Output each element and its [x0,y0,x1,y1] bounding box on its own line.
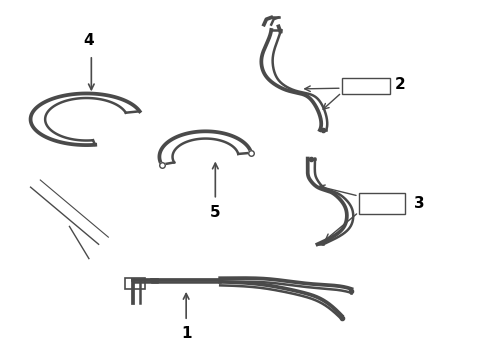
Text: 3: 3 [413,196,424,211]
Text: 1: 1 [181,326,191,341]
Bar [341,78,389,94]
Bar [358,193,404,214]
Text: 5: 5 [209,205,220,220]
Bar [125,278,144,289]
Text: 2: 2 [394,77,405,92]
Text: 4: 4 [83,33,94,48]
